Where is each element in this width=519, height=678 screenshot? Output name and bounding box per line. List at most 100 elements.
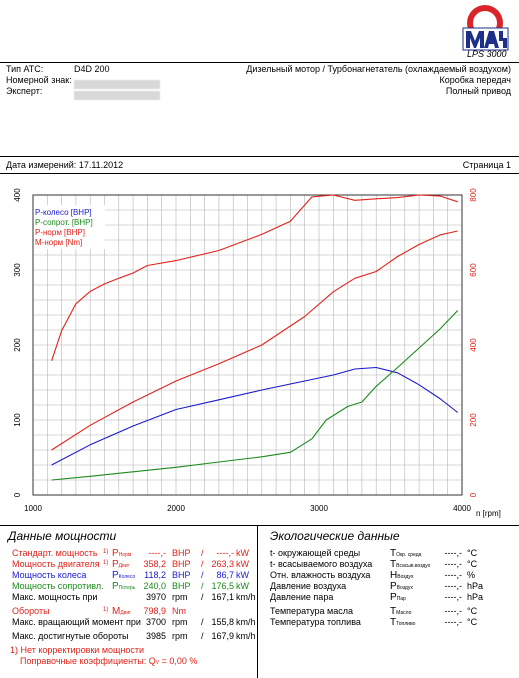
- x-axis-label: n [rpm]: [476, 509, 501, 518]
- series-line-0: [51, 366, 459, 466]
- header-engine-type: Дизельный мотор / Турбонагнетатель (охла…: [246, 64, 511, 74]
- eco-row-label: Отн. влажность воздуха: [270, 570, 371, 580]
- power-row-separator: /: [201, 631, 204, 641]
- chart-series: [51, 194, 459, 481]
- eco-row-value: ----,-: [444, 570, 463, 580]
- power-row-note: 1): [103, 560, 109, 566]
- correction-sub: V: [155, 660, 160, 666]
- power-row-label: Макс. достигнутые обороты: [12, 631, 129, 641]
- section-divider: [0, 525, 519, 526]
- series-line-3: [51, 194, 458, 361]
- header-label-expert: Эксперт:: [6, 86, 43, 96]
- power-row-value2: 167,1: [211, 592, 234, 602]
- power-row-unit1: rpm: [172, 617, 188, 627]
- eco-row-value: ----,-: [444, 548, 463, 558]
- power-row-symbol-sub: Потерь: [118, 585, 136, 591]
- power-row-symbol: MДвиг: [112, 606, 132, 617]
- eco-row-unit: °C: [467, 617, 478, 627]
- correction-value: = 0,00 %: [161, 656, 198, 666]
- y-right-tick-label: 0: [469, 492, 478, 497]
- legend-item-1: Р-сопрот. [BHP]: [35, 218, 93, 227]
- power-row-value2: 86,7: [216, 570, 234, 580]
- power-row-unit2: km/h: [236, 592, 256, 602]
- eco-row-symbol-sub: Топливо: [396, 621, 416, 627]
- legend-item-2: Р-норм [BHP]: [35, 228, 85, 237]
- section-vertical-divider: [257, 526, 258, 678]
- power-row-value1: 3985: [145, 631, 166, 641]
- measurement-date: Дата измерений: 17.11.2012: [6, 160, 124, 170]
- x-tick-label: 4000: [453, 504, 471, 513]
- eco-row-symbol: TОкр. среда: [390, 548, 422, 559]
- eco-row-unit: hPa: [467, 581, 484, 591]
- power-chart: 1000 2000 3000 4000010020030040002004006008…: [13, 188, 501, 518]
- y-left-tick-label: 300: [13, 263, 22, 277]
- power-row-symbol: PПотерь: [112, 581, 136, 592]
- header-value-plate-redacted: [74, 76, 160, 94]
- power-row-value1: 358,2: [143, 559, 166, 569]
- eco-row-symbol: HВоздух: [390, 570, 414, 581]
- x-tick-label: 2000: [167, 504, 185, 513]
- power-row-label: Макс. мощность при: [12, 592, 98, 602]
- series-line-1: [51, 310, 459, 481]
- power-row-value1: 3970: [145, 592, 166, 602]
- power-row-value1: ----,-: [148, 548, 167, 558]
- power-row-unit2: kW: [236, 570, 249, 580]
- power-row-unit1: Nm: [172, 606, 186, 616]
- header-value-expert-redacted: [74, 87, 160, 105]
- eco-row-label: Давление пара: [270, 592, 334, 602]
- header-gearbox: Коробка передач: [439, 75, 512, 85]
- eco-row-label: Температура масла: [270, 606, 353, 616]
- eco-section-title: Экологические данные: [270, 529, 400, 543]
- series-line-2: [51, 230, 458, 451]
- eco-row-unit: °C: [467, 606, 478, 616]
- power-section-title: Данные мощности: [8, 529, 117, 543]
- power-row-value1: 118,2: [144, 570, 166, 580]
- eco-row-label: Давление воздуха: [270, 581, 347, 591]
- eco-row-symbol-sub: Окр. среда: [396, 552, 422, 558]
- power-row-unit1: BHP: [172, 548, 191, 558]
- chart-ticks: 1000 2000 3000 4000010020030040002004006008…: [13, 188, 478, 513]
- power-row-symbol: PДвиг: [112, 559, 130, 570]
- x-tick-label: 3000: [310, 504, 328, 513]
- power-row-label: Стандарт. мощность: [12, 548, 98, 558]
- power-row-value1: 798,9: [143, 606, 166, 616]
- header-divider-top: [0, 62, 519, 63]
- power-row-unit2: kW: [236, 548, 249, 558]
- header-divider-date-bottom: [0, 173, 519, 174]
- power-row-unit1: BHP: [172, 559, 191, 569]
- power-row-symbol-sub: Колесо: [118, 574, 136, 580]
- chart-legend: Р-колесо [BHP]Р-сопрот. [BHP]Р-норм [BHP…: [34, 205, 105, 249]
- legend-item-0: Р-колесо [BHP]: [35, 208, 92, 217]
- legend-item-3: М-норм [Nm]: [35, 238, 82, 247]
- power-row-value1: 240,0: [143, 581, 166, 591]
- eco-row-symbol: PВоздух: [390, 581, 413, 592]
- power-row-unit1: rpm: [172, 592, 188, 602]
- power-row-unit1: BHP: [172, 581, 191, 591]
- header-drive: Полный привод: [445, 86, 511, 96]
- eco-row-label: Температура топлива: [270, 617, 361, 627]
- power-row-separator: /: [201, 559, 204, 569]
- power-row-value2: 167,9: [211, 631, 234, 641]
- maha-logo: [458, 3, 513, 61]
- power-row-separator: /: [201, 581, 204, 591]
- eco-row-label: t- всасываемого воздуха: [270, 559, 373, 569]
- power-row-separator: /: [201, 592, 204, 602]
- logo-model: LPS 3000: [467, 49, 507, 59]
- y-left-tick-label: 0: [13, 492, 22, 497]
- eco-row-symbol: TМасло: [390, 606, 412, 617]
- eco-row-symbol-sub: Всасыв.воздух: [396, 563, 431, 569]
- header-value-vehicle-type: D4D 200: [74, 64, 110, 74]
- header-label-vehicle-type: Тип АТС:: [6, 64, 44, 74]
- y-right-tick-label: 400: [469, 338, 478, 352]
- power-row-label: Макс. вращающий момент при: [12, 617, 141, 627]
- eco-row-symbol-sub: Пар: [396, 596, 406, 602]
- power-footnote-1: 1) Нет корректировки мощности: [10, 645, 145, 655]
- power-row-symbol-sub: Двиг: [120, 610, 132, 616]
- eco-row-value: ----,-: [444, 559, 463, 569]
- eco-row-value: ----,-: [444, 606, 463, 616]
- eco-row-unit: hPa: [467, 592, 484, 602]
- eco-row-label: t- окружающей среды: [270, 548, 361, 558]
- eco-row-symbol-sub: Воздух: [397, 574, 414, 580]
- header-divider-date-top: [0, 156, 519, 157]
- power-row-separator: /: [201, 570, 204, 580]
